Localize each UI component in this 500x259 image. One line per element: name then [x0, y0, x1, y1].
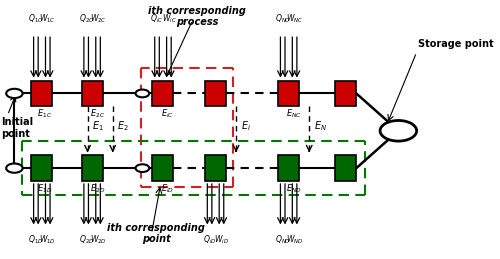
Circle shape: [6, 163, 22, 173]
Text: $Q_{iD}$: $Q_{iD}$: [203, 234, 216, 246]
Text: $W_{ND}$: $W_{ND}$: [286, 234, 304, 246]
Text: $E_{2C}$: $E_{2C}$: [90, 107, 105, 120]
Text: $E_{1C}$: $E_{1C}$: [38, 107, 52, 120]
Circle shape: [136, 90, 149, 97]
Text: $E_2$: $E_2$: [118, 119, 129, 133]
Bar: [32, 81, 52, 106]
Text: $Q_{NC}$: $Q_{NC}$: [275, 13, 290, 25]
Circle shape: [6, 89, 22, 98]
Text: $W_{iD}$: $W_{iD}$: [214, 234, 229, 246]
Text: $E_{NC}$: $E_{NC}$: [286, 107, 302, 120]
Text: Storage point: Storage point: [418, 39, 493, 49]
Text: $Q_{1C}$: $Q_{1C}$: [28, 13, 44, 25]
Text: $E_1$: $E_1$: [92, 119, 104, 133]
Bar: [82, 155, 102, 181]
Bar: [278, 81, 299, 106]
Text: $Q_{2C}$: $Q_{2C}$: [78, 13, 94, 25]
Text: $Q_{ND}$: $Q_{ND}$: [275, 234, 290, 246]
Bar: [32, 155, 52, 181]
Text: $E_{1D}$: $E_{1D}$: [38, 182, 52, 195]
Text: $W_{iC}$: $W_{iC}$: [162, 13, 176, 25]
Text: $E_{iD}$: $E_{iD}$: [160, 182, 174, 195]
Circle shape: [380, 120, 416, 141]
Bar: [152, 81, 174, 106]
Text: ith corresponding
point: ith corresponding point: [107, 222, 205, 244]
Bar: [336, 155, 356, 181]
Text: $W_{1C}$: $W_{1C}$: [40, 13, 56, 25]
Text: $W_{2C}$: $W_{2C}$: [90, 13, 106, 25]
Circle shape: [136, 164, 149, 172]
Bar: [336, 81, 356, 106]
Bar: [152, 155, 174, 181]
Text: $E_{iC}$: $E_{iC}$: [160, 107, 173, 120]
Text: $E_{2D}$: $E_{2D}$: [90, 182, 105, 195]
Text: $E_{ND}$: $E_{ND}$: [286, 182, 302, 195]
Bar: [82, 81, 102, 106]
Text: $E_i$: $E_i$: [240, 119, 250, 133]
Text: ith corresponding
process: ith corresponding process: [148, 6, 246, 27]
Text: $Q_{iC}$: $Q_{iC}$: [150, 13, 164, 25]
Text: $Q_{2D}$: $Q_{2D}$: [78, 234, 94, 246]
Text: $W_{2D}$: $W_{2D}$: [90, 234, 106, 246]
Bar: [205, 81, 226, 106]
Text: $Q_{1D}$: $Q_{1D}$: [28, 234, 44, 246]
Text: Initial
point: Initial point: [0, 117, 33, 139]
Text: $E_N$: $E_N$: [314, 119, 327, 133]
Bar: [278, 155, 299, 181]
Bar: [205, 155, 226, 181]
Text: $W_{1D}$: $W_{1D}$: [40, 234, 56, 246]
Text: $W_{NC}$: $W_{NC}$: [286, 13, 303, 25]
